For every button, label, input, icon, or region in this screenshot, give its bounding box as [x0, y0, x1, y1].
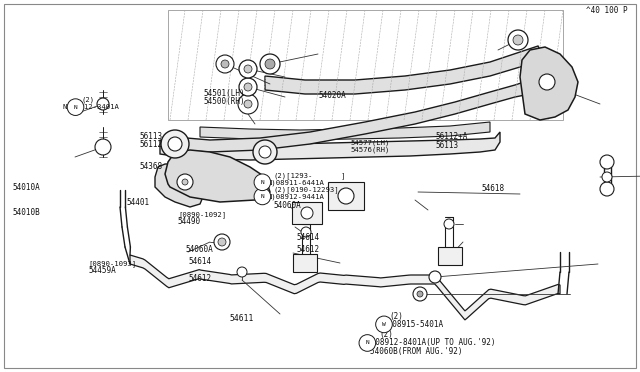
Text: ^40 100 P: ^40 100 P — [586, 6, 627, 15]
Text: 54490: 54490 — [178, 217, 201, 226]
Circle shape — [238, 94, 258, 114]
Polygon shape — [160, 132, 500, 160]
Text: 54611: 54611 — [230, 314, 254, 323]
Text: (2): (2) — [82, 96, 95, 103]
Text: 54577(LH): 54577(LH) — [351, 140, 390, 147]
Text: 54060A: 54060A — [274, 201, 301, 210]
Circle shape — [97, 98, 109, 110]
Text: 54060A: 54060A — [186, 246, 213, 254]
Text: N)08912-8401A(UP TO AUG.'92): N)08912-8401A(UP TO AUG.'92) — [366, 339, 495, 347]
Circle shape — [301, 207, 313, 219]
Circle shape — [239, 60, 257, 78]
Circle shape — [429, 271, 441, 283]
Circle shape — [413, 287, 427, 301]
Text: [0890-1093]: [0890-1093] — [88, 261, 136, 267]
Text: 56113: 56113 — [140, 132, 163, 141]
Polygon shape — [175, 80, 535, 152]
Polygon shape — [520, 47, 578, 120]
Text: 56112: 56112 — [140, 140, 163, 149]
Circle shape — [254, 188, 271, 205]
Text: ]: ] — [340, 172, 345, 179]
Circle shape — [177, 174, 193, 190]
Text: 54614: 54614 — [296, 233, 319, 242]
Text: 54459A: 54459A — [88, 266, 116, 275]
Text: 56113: 56113 — [435, 141, 458, 150]
Polygon shape — [155, 164, 205, 207]
Circle shape — [600, 182, 614, 196]
Circle shape — [67, 99, 84, 115]
Text: 54614: 54614 — [189, 257, 212, 266]
Circle shape — [376, 316, 392, 333]
Circle shape — [508, 30, 528, 50]
Circle shape — [221, 60, 229, 68]
Circle shape — [239, 78, 257, 96]
Text: N: N — [260, 180, 264, 185]
Text: 54010A: 54010A — [13, 183, 40, 192]
Bar — [168, 10, 563, 120]
Circle shape — [513, 35, 523, 45]
Text: 54576(RH): 54576(RH) — [351, 146, 390, 153]
Circle shape — [95, 139, 111, 155]
Circle shape — [182, 179, 188, 185]
Text: W: W — [382, 322, 386, 327]
Bar — [438, 247, 462, 265]
Polygon shape — [200, 122, 490, 140]
Circle shape — [265, 59, 275, 69]
Circle shape — [214, 234, 230, 250]
Text: 54618: 54618 — [481, 185, 504, 193]
Polygon shape — [265, 46, 540, 94]
Text: 54500(RH): 54500(RH) — [204, 97, 245, 106]
Circle shape — [253, 140, 277, 164]
Circle shape — [244, 100, 252, 108]
Circle shape — [244, 83, 252, 91]
Text: N)08912-3401A: N)08912-3401A — [63, 104, 120, 110]
Polygon shape — [130, 255, 560, 320]
Circle shape — [539, 74, 555, 90]
Text: N)08912-9441A: N)08912-9441A — [268, 193, 324, 200]
Text: N: N — [260, 194, 264, 199]
Text: N: N — [365, 340, 369, 346]
Text: N: N — [74, 105, 77, 110]
Circle shape — [359, 335, 376, 351]
Bar — [292, 202, 322, 224]
Text: 54612: 54612 — [296, 246, 319, 254]
Circle shape — [600, 155, 614, 169]
Circle shape — [260, 54, 280, 74]
Text: 54020A: 54020A — [319, 92, 346, 100]
Text: 54401: 54401 — [127, 198, 150, 207]
Text: 56112+A: 56112+A — [435, 132, 468, 141]
Text: 54010B: 54010B — [13, 208, 40, 217]
Circle shape — [602, 172, 612, 182]
Text: 54612: 54612 — [189, 274, 212, 283]
Polygon shape — [165, 150, 270, 202]
Circle shape — [244, 65, 252, 73]
Circle shape — [168, 137, 182, 151]
Text: (2)[1293-: (2)[1293- — [274, 172, 314, 179]
Circle shape — [216, 55, 234, 73]
Text: 54060B(FROM AUG.'92): 54060B(FROM AUG.'92) — [370, 347, 463, 356]
Text: N)08911-6441A: N)08911-6441A — [268, 179, 324, 186]
Circle shape — [301, 227, 311, 237]
Circle shape — [254, 174, 271, 190]
Circle shape — [161, 130, 189, 158]
Circle shape — [338, 188, 354, 204]
Text: [0890-1092]: [0890-1092] — [178, 211, 226, 218]
Text: (2): (2) — [379, 330, 393, 339]
Bar — [293, 254, 317, 272]
Circle shape — [259, 146, 271, 158]
Text: 54368: 54368 — [140, 162, 163, 171]
Circle shape — [218, 238, 226, 246]
Circle shape — [417, 291, 423, 297]
Text: W)08915-5401A: W)08915-5401A — [383, 320, 443, 329]
Text: (2): (2) — [389, 312, 403, 321]
Circle shape — [237, 267, 247, 277]
Circle shape — [444, 219, 454, 229]
Text: 54501(LH): 54501(LH) — [204, 89, 245, 98]
Bar — [328, 182, 364, 210]
Text: (2)[0190-12293]: (2)[0190-12293] — [274, 186, 340, 193]
